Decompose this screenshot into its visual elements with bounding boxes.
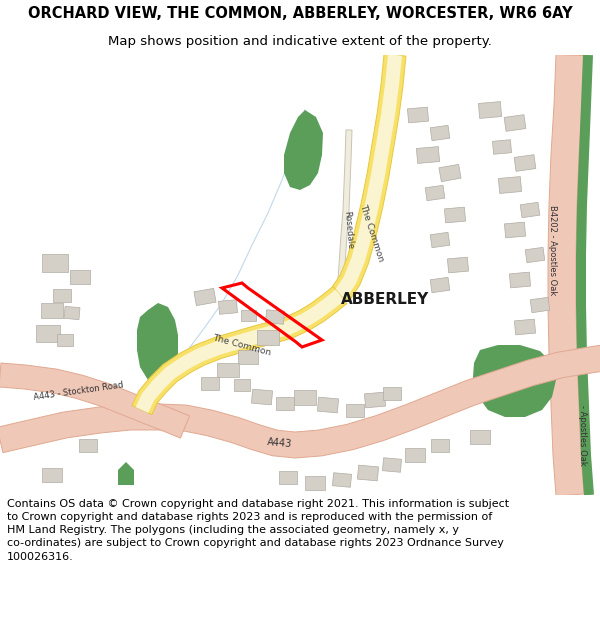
Polygon shape bbox=[576, 55, 594, 496]
Bar bbox=[64, 306, 80, 319]
Bar bbox=[279, 471, 297, 484]
Bar bbox=[194, 288, 216, 306]
Bar bbox=[41, 302, 63, 318]
Text: Map shows position and indicative extent of the property.: Map shows position and indicative extent… bbox=[108, 35, 492, 48]
Text: B4202 - Apostles Oak: B4202 - Apostles Oak bbox=[548, 205, 557, 295]
Bar bbox=[530, 298, 550, 312]
Bar bbox=[405, 448, 425, 462]
Polygon shape bbox=[137, 303, 178, 383]
Bar bbox=[238, 350, 258, 364]
Bar bbox=[305, 476, 325, 490]
Bar bbox=[346, 404, 364, 416]
Text: The Common: The Common bbox=[212, 333, 272, 357]
Bar bbox=[478, 102, 502, 118]
Text: A443 - Stockton Road: A443 - Stockton Road bbox=[32, 380, 124, 402]
Bar bbox=[431, 439, 449, 451]
Bar bbox=[499, 177, 521, 193]
Bar bbox=[70, 270, 90, 284]
Bar bbox=[520, 202, 540, 217]
Bar bbox=[439, 164, 461, 182]
Bar bbox=[430, 125, 450, 141]
Polygon shape bbox=[132, 286, 347, 414]
Polygon shape bbox=[136, 289, 344, 413]
Bar bbox=[217, 363, 239, 377]
Bar bbox=[470, 430, 490, 444]
Bar bbox=[407, 107, 428, 123]
Bar bbox=[358, 465, 379, 481]
Bar bbox=[382, 458, 401, 472]
Text: The Common: The Common bbox=[358, 203, 386, 263]
Bar bbox=[42, 468, 62, 482]
Bar bbox=[364, 392, 386, 408]
Bar bbox=[265, 310, 284, 324]
Bar bbox=[504, 114, 526, 131]
Bar bbox=[332, 472, 352, 488]
Text: Rosedale: Rosedale bbox=[342, 211, 354, 249]
Bar bbox=[430, 232, 450, 248]
Polygon shape bbox=[118, 462, 134, 485]
Bar bbox=[241, 309, 256, 321]
Polygon shape bbox=[284, 110, 323, 190]
Polygon shape bbox=[548, 54, 584, 496]
Bar bbox=[525, 248, 545, 262]
Bar bbox=[514, 319, 536, 335]
Bar bbox=[514, 154, 536, 171]
Bar bbox=[294, 389, 316, 404]
Bar bbox=[79, 439, 97, 451]
Bar bbox=[509, 272, 530, 288]
Bar bbox=[57, 334, 73, 346]
Bar bbox=[42, 254, 68, 272]
Bar bbox=[251, 389, 272, 405]
Polygon shape bbox=[337, 130, 352, 295]
Bar bbox=[36, 324, 60, 341]
Text: - Apostles Oak: - Apostles Oak bbox=[577, 404, 587, 466]
Bar bbox=[505, 222, 526, 238]
Text: ORCHARD VIEW, THE COMMON, ABBERLEY, WORCESTER, WR6 6AY: ORCHARD VIEW, THE COMMON, ABBERLEY, WORC… bbox=[28, 6, 572, 21]
Bar bbox=[317, 397, 338, 413]
Bar bbox=[53, 289, 71, 301]
Bar bbox=[218, 300, 238, 314]
Polygon shape bbox=[0, 344, 600, 458]
Bar bbox=[430, 278, 450, 292]
Bar bbox=[201, 376, 219, 389]
Polygon shape bbox=[0, 363, 190, 438]
Polygon shape bbox=[473, 345, 556, 417]
Bar bbox=[425, 185, 445, 201]
Bar bbox=[276, 396, 294, 409]
Text: Contains OS data © Crown copyright and database right 2021. This information is : Contains OS data © Crown copyright and d… bbox=[7, 499, 509, 562]
Polygon shape bbox=[331, 54, 406, 301]
Text: A443: A443 bbox=[267, 437, 293, 449]
Bar bbox=[493, 140, 512, 154]
Bar bbox=[257, 329, 279, 344]
Bar bbox=[416, 147, 440, 163]
Text: ABBERLEY: ABBERLEY bbox=[341, 292, 429, 308]
Polygon shape bbox=[334, 54, 402, 299]
Bar bbox=[445, 207, 466, 223]
Bar bbox=[448, 257, 469, 273]
Bar bbox=[234, 379, 250, 391]
Bar bbox=[383, 386, 401, 399]
